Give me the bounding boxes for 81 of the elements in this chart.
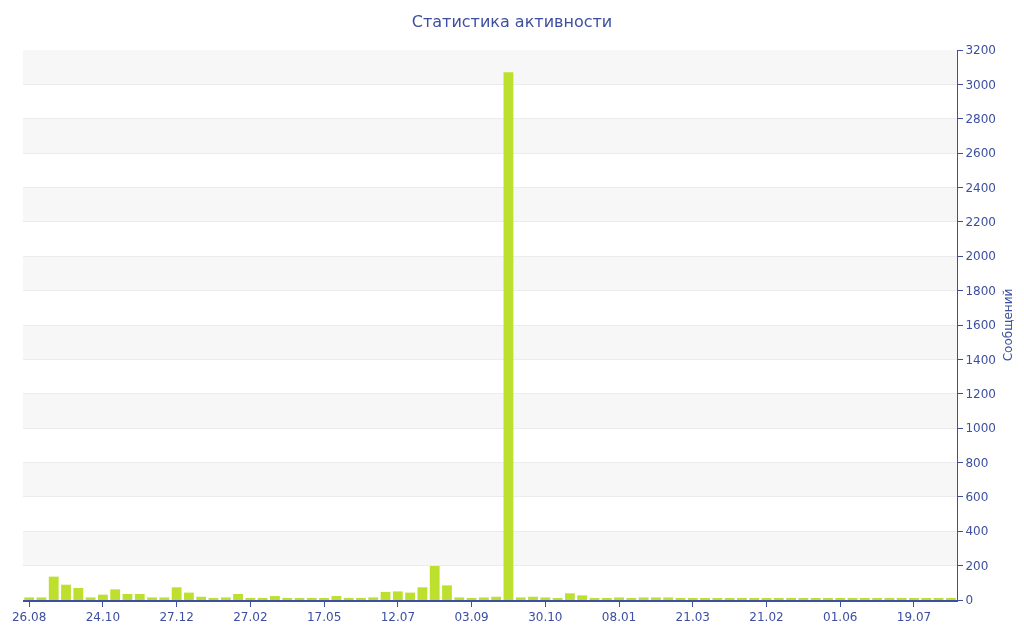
bar [442,585,452,600]
bar [282,597,293,600]
y-tick-label: 2400 [965,180,996,195]
bar [36,597,47,600]
y-axis-title: Сообщений [1000,288,1015,362]
x-tick-label: 08.01 [601,610,637,625]
x-tick-label: 19.07 [896,610,932,625]
bar [663,597,674,600]
bar [257,597,268,600]
bar [491,596,502,600]
bar [503,72,514,600]
y-tick-label: 800 [965,455,989,470]
bar [245,597,256,600]
bar [110,589,121,600]
y-tick-label: 3200 [965,43,996,58]
bar [233,593,243,600]
bar [564,593,575,600]
bar [614,597,624,600]
bar [134,593,145,600]
bar [650,597,661,600]
bar [61,584,71,600]
y-tick-label: 400 [965,524,989,539]
bar [48,576,59,600]
x-tick-label: 03.09 [454,610,489,625]
bar [343,597,354,600]
bar [122,593,133,600]
y-tick-label: 1400 [965,352,996,367]
bar [405,592,416,600]
bar [528,596,538,600]
bar [159,597,170,600]
bar [429,565,440,600]
y-tick-label: 2200 [965,215,996,230]
chart-title: Статистика активности [411,12,613,32]
bar [417,587,428,600]
bar [368,597,379,600]
y-tick-label: 200 [965,558,989,573]
bar [306,597,317,600]
y-tick-label: 1800 [965,283,996,298]
bar [847,597,858,600]
bar [392,591,403,600]
bar [638,597,649,600]
bar [601,597,612,600]
bar [208,597,219,600]
x-tick-label: 21.03 [675,610,710,625]
bar [97,594,108,600]
x-tick-label: 17.05 [306,610,342,625]
y-tick-label: 1600 [965,318,996,333]
y-tick-label: 1000 [965,421,996,436]
bar [577,595,588,600]
x-tick-label: 26.08 [11,610,47,625]
bar [270,596,280,600]
bar [171,587,182,600]
x-tick-label: 30.10 [528,610,563,625]
bar [294,597,305,600]
y-tick-label: 0 [965,593,974,608]
bar [24,597,35,600]
y-tick-label: 1200 [965,386,996,401]
bar [220,597,231,600]
x-tick-label: 21.02 [749,610,784,625]
y-tick-label: 2000 [965,249,996,264]
x-tick-label: 24.10 [85,610,121,625]
x-tick-label: 27.02 [233,610,268,625]
y-tick-label: 2800 [965,111,996,126]
bar [478,597,489,600]
bar [331,596,342,600]
bar [183,592,194,600]
bar [147,597,157,600]
bar [380,591,391,600]
x-tick-label: 12.07 [380,610,416,625]
bar [540,597,551,600]
x-tick-label: 01.06 [823,610,858,625]
x-tick-label: 27.12 [159,610,194,625]
y-tick-label: 600 [965,490,989,505]
y-tick-label: 3000 [965,77,996,92]
y-tick-label: 2600 [965,146,996,161]
bar [73,587,84,600]
bar [454,597,465,600]
bar [466,597,477,600]
bar [515,597,526,600]
bar [196,596,207,600]
bar [85,597,96,600]
